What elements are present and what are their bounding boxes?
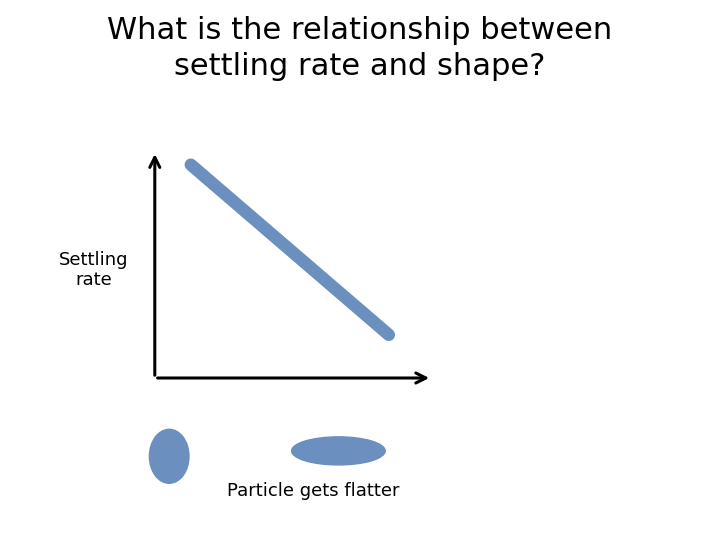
- Ellipse shape: [292, 437, 385, 465]
- Text: What is the relationship between
settling rate and shape?: What is the relationship between settlin…: [107, 16, 613, 81]
- Ellipse shape: [150, 429, 189, 483]
- Text: Particle gets flatter: Particle gets flatter: [227, 482, 400, 501]
- Text: Settling
rate: Settling rate: [59, 251, 128, 289]
